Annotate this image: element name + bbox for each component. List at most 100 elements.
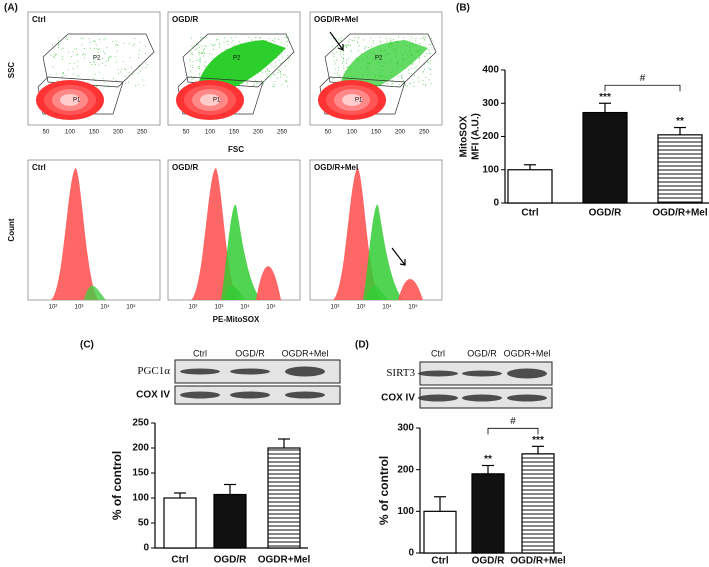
event xyxy=(94,41,96,43)
event xyxy=(99,71,101,73)
event xyxy=(259,37,261,39)
plot-frame xyxy=(27,159,161,301)
event xyxy=(117,44,119,46)
histogram-peak xyxy=(398,279,423,300)
sample-label: Ctrl xyxy=(32,163,46,172)
event xyxy=(428,52,430,54)
event xyxy=(97,57,99,59)
event xyxy=(345,62,347,64)
event xyxy=(341,63,343,65)
event xyxy=(204,65,206,67)
event xyxy=(103,39,105,41)
x-tick-label: 150 xyxy=(229,130,240,136)
event xyxy=(94,73,96,75)
event xyxy=(287,85,289,87)
event xyxy=(278,38,280,40)
event xyxy=(215,39,217,41)
event xyxy=(358,36,360,38)
event xyxy=(417,76,419,78)
event xyxy=(427,58,429,60)
event xyxy=(408,69,410,71)
event xyxy=(98,39,100,41)
event-density xyxy=(342,94,362,106)
event xyxy=(198,58,200,60)
event xyxy=(128,43,130,45)
event xyxy=(266,68,268,70)
event xyxy=(224,37,226,39)
event xyxy=(411,73,413,75)
panel-label: (B) xyxy=(456,3,470,14)
event xyxy=(343,49,345,51)
event xyxy=(133,43,135,45)
event xyxy=(337,75,339,77)
significance-label: *** xyxy=(599,92,611,103)
event xyxy=(371,46,373,48)
event xyxy=(139,41,141,43)
event xyxy=(141,67,143,69)
event xyxy=(138,57,140,59)
event xyxy=(284,51,286,53)
x-tick-label: 50 xyxy=(43,130,50,136)
event xyxy=(339,51,341,53)
event xyxy=(403,80,405,82)
event xyxy=(196,44,198,46)
event xyxy=(99,58,101,60)
event xyxy=(212,45,214,47)
event xyxy=(354,36,356,38)
event xyxy=(106,47,108,49)
event xyxy=(89,47,91,49)
event xyxy=(191,51,193,53)
event xyxy=(422,36,424,38)
bar xyxy=(507,169,553,204)
x-tick-label: 50 xyxy=(183,130,190,136)
event xyxy=(419,42,421,44)
gate-p2 xyxy=(324,33,437,88)
event xyxy=(115,79,117,81)
event xyxy=(429,59,431,61)
event xyxy=(430,73,432,75)
event xyxy=(424,69,426,71)
event xyxy=(274,80,276,82)
event xyxy=(406,85,408,87)
event xyxy=(77,65,79,67)
event xyxy=(198,67,200,69)
event xyxy=(363,39,365,41)
blot-band xyxy=(230,368,270,375)
y-tick-label: 150 xyxy=(132,468,149,479)
event xyxy=(401,77,403,79)
event xyxy=(277,69,279,71)
event xyxy=(192,61,194,63)
event xyxy=(287,54,289,56)
gate-p2 xyxy=(182,33,295,88)
event xyxy=(202,37,204,39)
event xyxy=(192,66,194,68)
significance-label: ** xyxy=(484,454,492,465)
event xyxy=(73,62,75,64)
event xyxy=(424,39,426,41)
gate-label: P1 xyxy=(73,98,81,104)
y-axis-title: MitoSOX xyxy=(459,115,470,157)
protein-label: PGC1α xyxy=(137,365,170,377)
event xyxy=(84,48,86,50)
event xyxy=(344,45,346,47)
event xyxy=(420,37,422,39)
bar xyxy=(163,497,197,549)
event xyxy=(193,75,195,77)
event xyxy=(276,77,278,79)
event xyxy=(288,37,290,39)
event xyxy=(418,57,420,59)
event xyxy=(102,62,104,64)
gate-label: P1 xyxy=(355,98,363,104)
event xyxy=(239,43,241,45)
event xyxy=(191,45,193,47)
axis-title: SSC xyxy=(7,62,16,79)
event xyxy=(413,75,415,77)
event xyxy=(335,51,337,53)
x-tick-label: 10⁵ xyxy=(126,304,136,311)
event xyxy=(331,52,333,54)
event xyxy=(198,54,200,56)
event xyxy=(373,42,375,44)
event xyxy=(66,38,68,40)
event xyxy=(284,74,286,76)
event xyxy=(346,59,348,61)
